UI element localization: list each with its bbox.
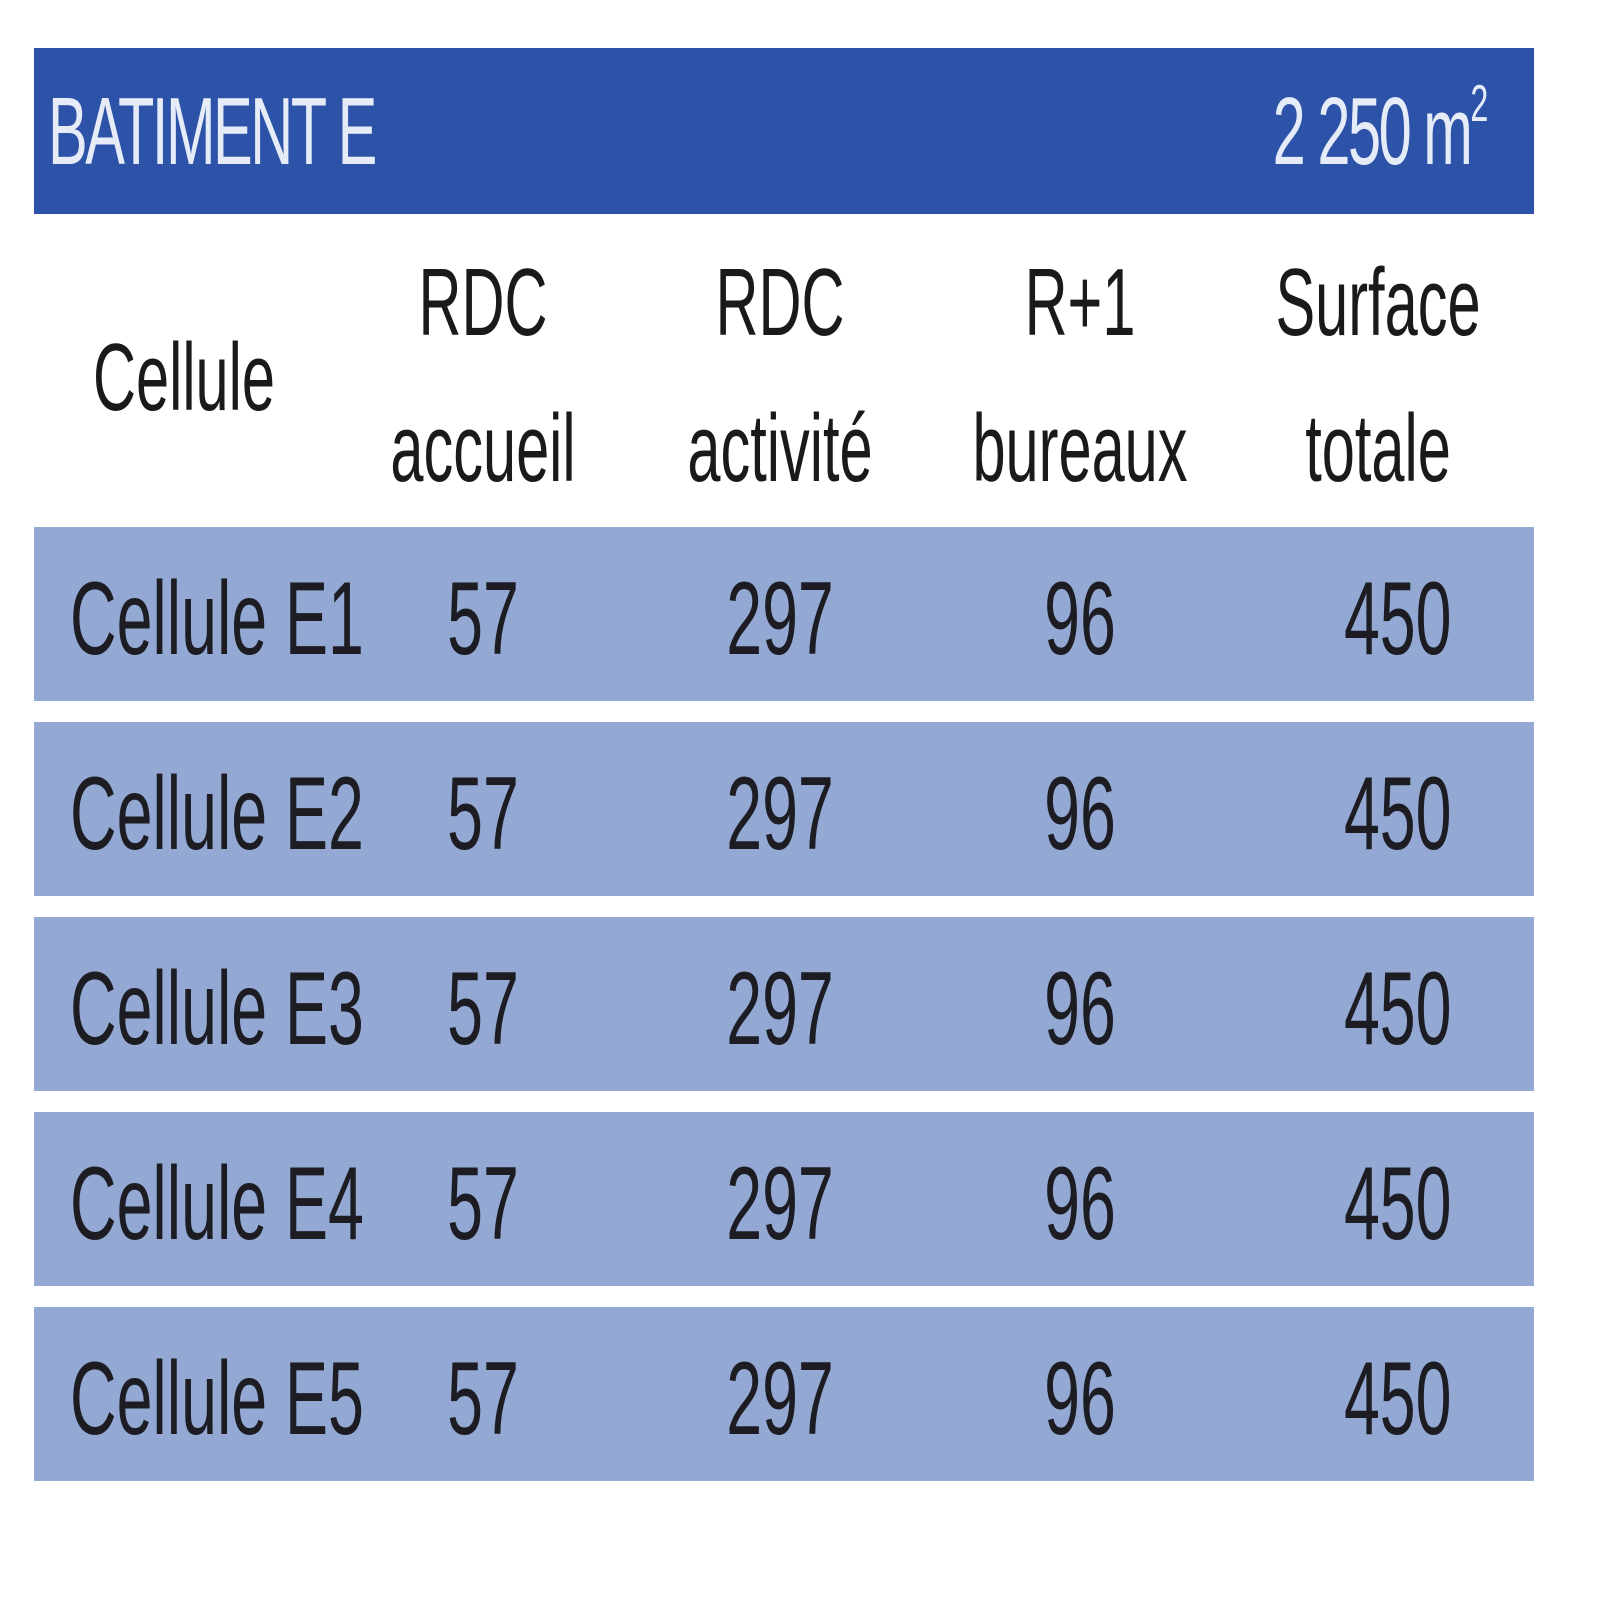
building-area: 2 250 m2 (1273, 78, 1489, 180)
cell-name: Cellule E2 (70, 756, 364, 872)
cell-rdc-accueil: 57 (447, 1146, 519, 1262)
cell-rdc-accueil: 57 (447, 1341, 519, 1457)
column-headers: Cellule RDC accueil RDC activité R+1 bur… (34, 230, 1534, 510)
cell-surface-totale: 450 (1344, 561, 1452, 677)
table-row: Cellule E4 57 297 96 450 (34, 1112, 1534, 1286)
table-row: Cellule E2 57 297 96 450 (34, 722, 1534, 896)
cell-name: Cellule E1 (70, 561, 364, 677)
cell-rdc-activite: 297 (726, 1146, 834, 1262)
cell-rdc-activite: 297 (726, 951, 834, 1067)
column-header-rdc-accueil-line1: RDC (418, 249, 548, 356)
column-header-r1-bureaux-line2: bureaux (972, 395, 1188, 502)
column-header-cellule: Cellule (93, 324, 275, 431)
cell-r1-bureaux: 96 (1044, 1146, 1116, 1262)
table-row: Cellule E1 57 297 96 450 (34, 527, 1534, 701)
cell-r1-bureaux: 96 (1044, 756, 1116, 872)
table-title-bar: BATIMENT E 2 250 m2 (34, 48, 1534, 214)
column-header-rdc-activite-line1: RDC (715, 249, 845, 356)
cell-surface-totale: 450 (1344, 1341, 1452, 1457)
cell-rdc-accueil: 57 (447, 951, 519, 1067)
cell-name: Cellule E3 (70, 951, 364, 1067)
cell-rdc-accueil: 57 (447, 561, 519, 677)
cell-rdc-accueil: 57 (447, 756, 519, 872)
building-title: BATIMENT E (48, 78, 377, 185)
cell-rdc-activite: 297 (726, 561, 834, 677)
column-header-surface-totale-line1: Surface (1275, 249, 1481, 356)
column-header-r1-bureaux-line1: R+1 (1024, 249, 1136, 356)
cell-surface-totale: 450 (1344, 951, 1452, 1067)
cell-name: Cellule E4 (70, 1146, 364, 1262)
column-header-rdc-accueil-line2: accueil (390, 395, 576, 502)
area-unit-exponent: 2 (1470, 75, 1489, 133)
column-header-rdc-activite-line2: activité (687, 395, 873, 502)
area-value: 2 250 m (1272, 78, 1473, 185)
table-row: Cellule E5 57 297 96 450 (34, 1307, 1534, 1481)
column-header-surface-totale-line2: totale (1305, 395, 1451, 502)
cell-r1-bureaux: 96 (1044, 951, 1116, 1067)
cell-name: Cellule E5 (70, 1341, 364, 1457)
cell-rdc-activite: 297 (726, 1341, 834, 1457)
cell-surface-totale: 450 (1344, 1146, 1452, 1262)
cell-rdc-activite: 297 (726, 756, 834, 872)
cell-r1-bureaux: 96 (1044, 561, 1116, 677)
cell-r1-bureaux: 96 (1044, 1341, 1116, 1457)
cell-surface-totale: 450 (1344, 756, 1452, 872)
table-row: Cellule E3 57 297 96 450 (34, 917, 1534, 1091)
